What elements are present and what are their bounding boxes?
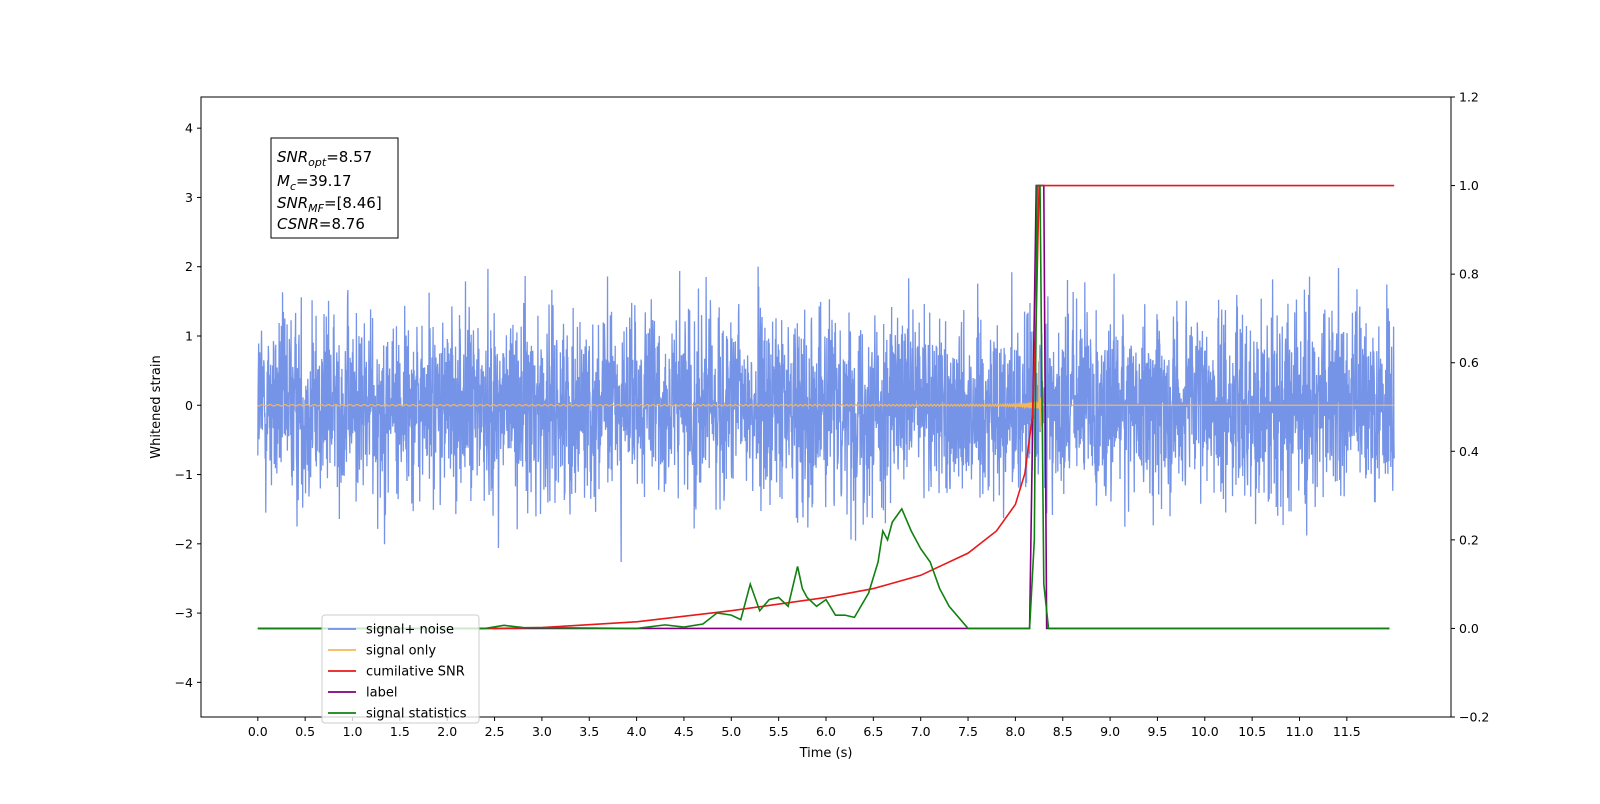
annotation-csnr: CSNR=8.76 <box>277 215 365 233</box>
y-right-tick-label: 0.2 <box>1459 532 1479 547</box>
x-tick-label: 9.5 <box>1147 724 1167 739</box>
x-tick-label: 9.0 <box>1100 724 1120 739</box>
x-tick-label: 2.5 <box>485 724 505 739</box>
x-axis: 0.0 0.5 1.0 1.5 2.0 2.5 3.0 3.5 4.0 4.5 5.0 5.5 6.0 6… <box>248 717 1361 739</box>
x-tick-label: 4.5 <box>674 724 694 739</box>
x-tick-label: 3.5 <box>579 724 599 739</box>
annotation-snr-opt: SNRopt=8.57 <box>277 148 372 169</box>
legend: signal+ noise signal only cumilative SNR la… <box>321 614 480 724</box>
y-right-tick-label: 0.0 <box>1459 621 1479 636</box>
legend-label: cumilative SNR <box>366 665 465 680</box>
y-left-tick-label: 2 <box>185 259 193 274</box>
legend-label: signal statistics <box>366 707 467 722</box>
x-tick-label: 11.5 <box>1333 724 1361 739</box>
x-tick-label: 5.0 <box>721 724 741 739</box>
x-tick-label: 10.5 <box>1238 724 1266 739</box>
series-signal-only <box>257 358 1395 431</box>
x-tick-label: 7.0 <box>911 724 931 739</box>
annotation-box: SNRopt=8.57 Mc=39.17 SNRMF=[8.46] CSNR=8… <box>270 137 399 239</box>
legend-frame <box>321 614 480 724</box>
annotation-snr-mf: SNRMF=[8.46] <box>277 194 382 215</box>
x-tick-label: 0.0 <box>248 724 268 739</box>
x-tick-label: 11.0 <box>1286 724 1314 739</box>
y-left-tick-label: 4 <box>185 121 193 136</box>
x-tick-label: 10.0 <box>1191 724 1219 739</box>
legend-label: signal only <box>366 644 436 659</box>
y-right-tick-label: 1.0 <box>1459 178 1479 193</box>
y-left-tick-label: 3 <box>185 190 193 205</box>
x-tick-label: 8.0 <box>1005 724 1025 739</box>
y-right-tick-label: 0.8 <box>1459 267 1479 282</box>
y-right-tick-label: 1.2 <box>1459 90 1479 105</box>
x-tick-label: 5.5 <box>769 724 789 739</box>
y-right-tick-label: −0.2 <box>1459 710 1489 725</box>
x-tick-label: 1.5 <box>390 724 410 739</box>
x-tick-label: 3.0 <box>532 724 552 739</box>
y-right-tick-label: 0.4 <box>1459 444 1479 459</box>
x-tick-label: 4.0 <box>627 724 647 739</box>
x-tick-label: 0.5 <box>295 724 315 739</box>
x-tick-label: 2.0 <box>437 724 457 739</box>
x-tick-label: 6.0 <box>816 724 836 739</box>
legend-label: signal+ noise <box>366 623 454 638</box>
y-left-tick-label: 1 <box>185 328 193 343</box>
legend-label: label <box>366 686 397 701</box>
series-signal-statistics <box>257 184 1390 630</box>
y-axis-left: 4 3 2 1 0 −1 −2 −3 −4 <box>175 121 201 690</box>
y-left-tick-label: −1 <box>175 467 193 482</box>
plot-area <box>257 184 1395 630</box>
y-left-tick-label: −3 <box>175 606 193 621</box>
y-axis-left-label: Whitened strain <box>149 355 164 458</box>
y-right-tick-label: 0.6 <box>1459 355 1479 370</box>
y-axis-right: 1.2 1.0 0.8 0.6 0.4 0.2 0.0 −0.2 <box>1451 90 1489 725</box>
annotation-chirp-mass: Mc=39.17 <box>277 172 352 193</box>
y-left-tick-label: −2 <box>175 536 193 551</box>
x-tick-label: 6.5 <box>863 724 883 739</box>
x-tick-label: 1.0 <box>343 724 363 739</box>
y-left-tick-label: 0 <box>185 398 193 413</box>
x-tick-label: 7.5 <box>958 724 978 739</box>
y-left-tick-label: −4 <box>175 675 193 690</box>
series-signal-plus-noise <box>257 266 1395 563</box>
x-axis-label: Time (s) <box>799 746 853 761</box>
x-tick-label: 8.5 <box>1053 724 1073 739</box>
